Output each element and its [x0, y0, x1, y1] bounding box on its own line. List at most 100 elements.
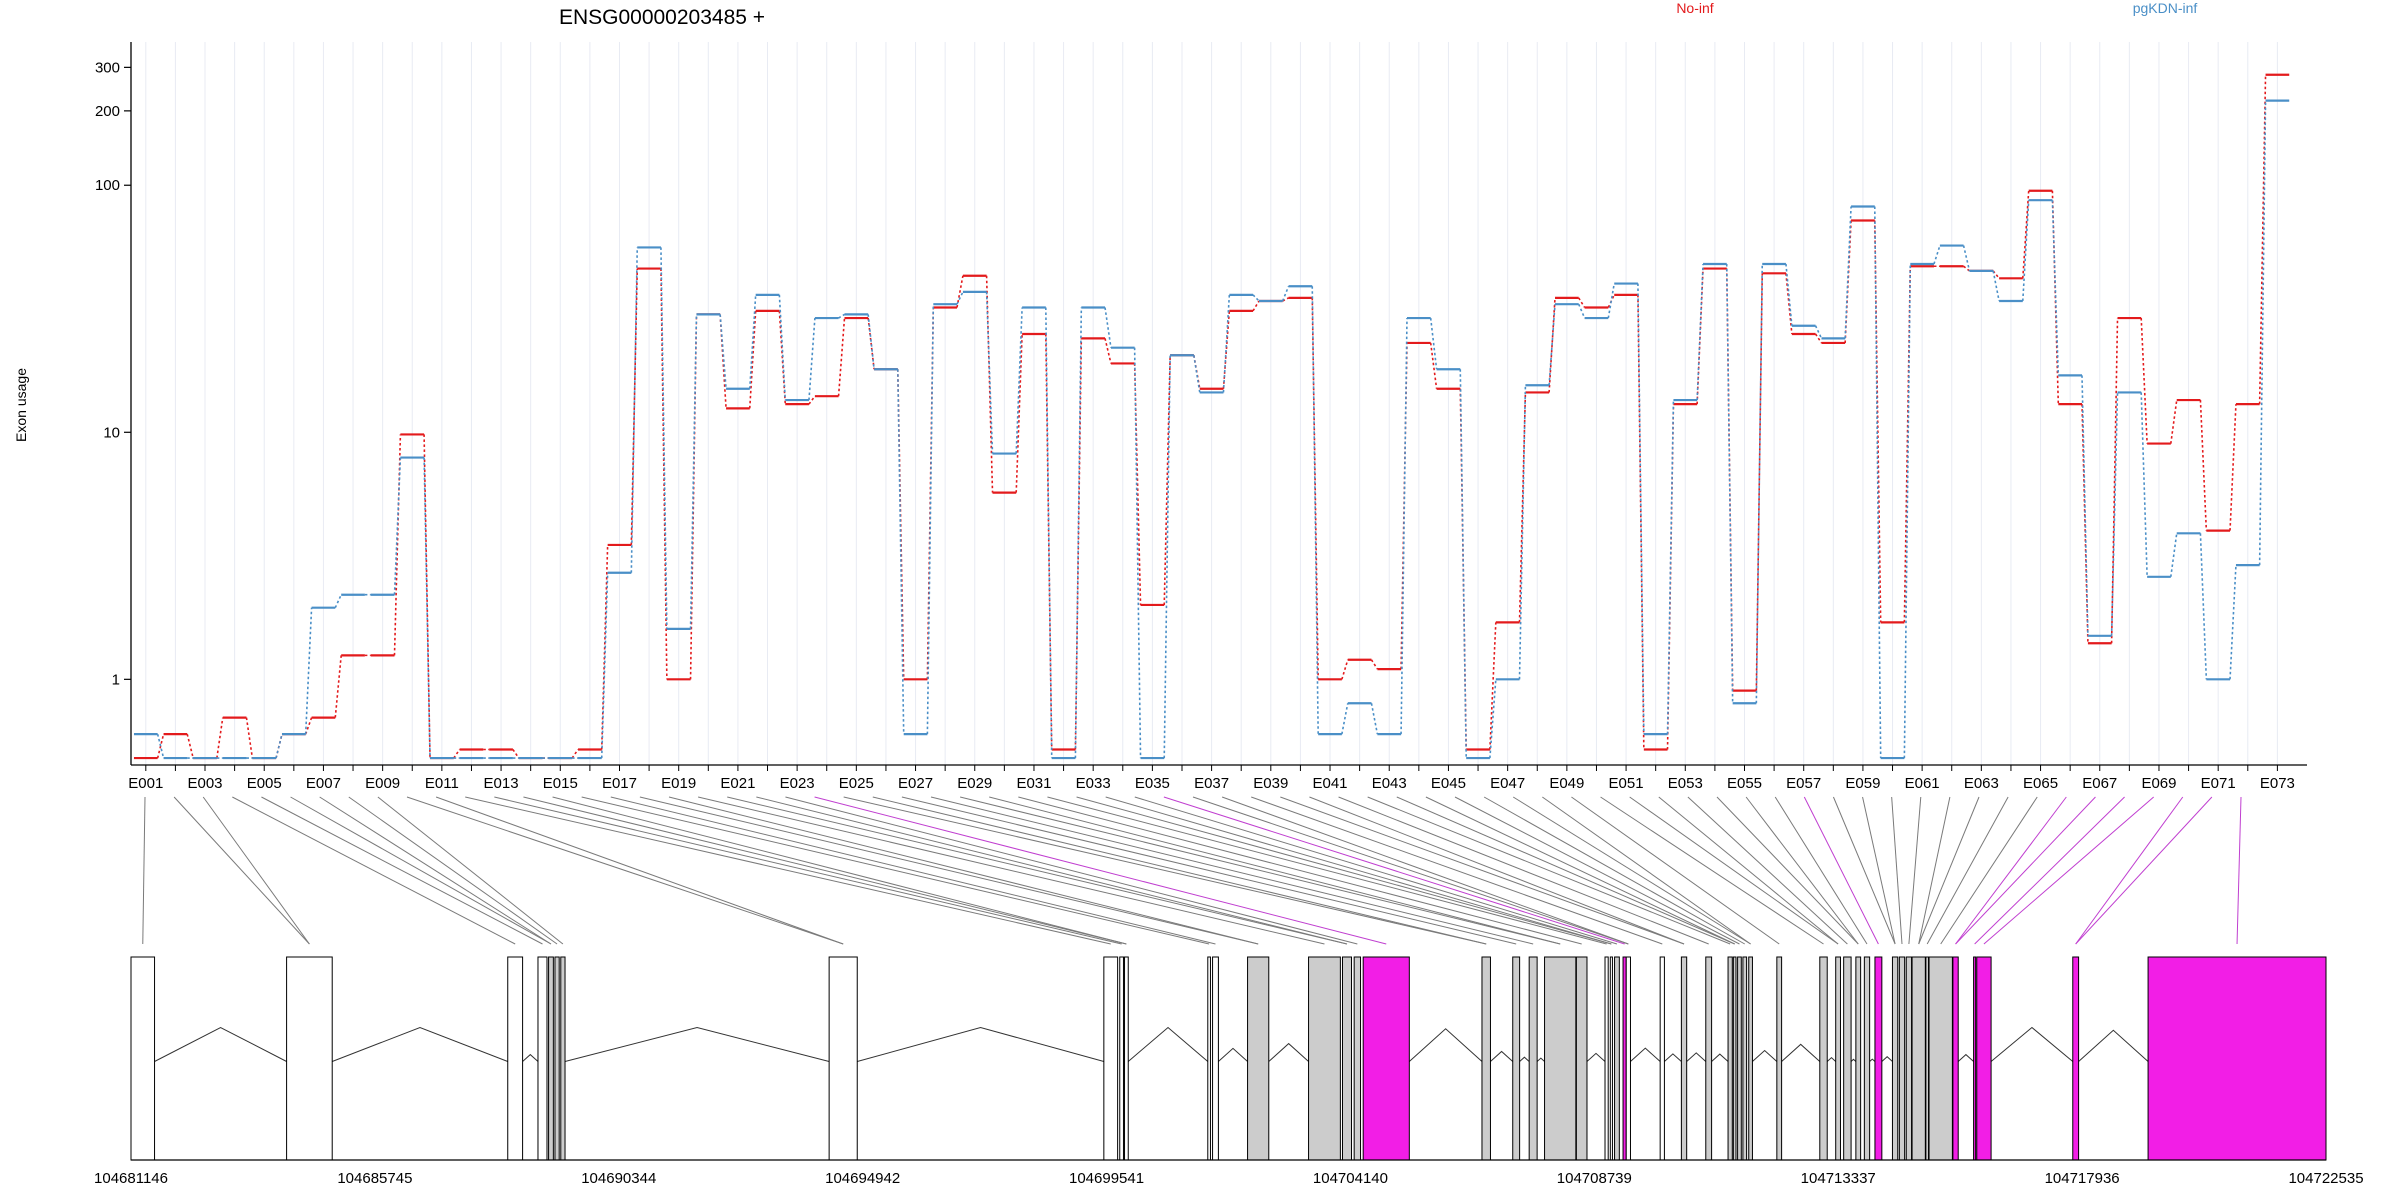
exon-box	[1512, 956, 1521, 1161]
intron-line	[1752, 1049, 1778, 1062]
exon-connector	[959, 796, 1561, 945]
x-tick-label: E045	[1431, 775, 1466, 792]
exon-box	[1362, 956, 1410, 1161]
exon-box	[1614, 956, 1620, 1161]
exon-connector	[610, 796, 1216, 945]
exon-box	[1353, 956, 1362, 1161]
exon-box	[1819, 956, 1828, 1161]
intron-line	[1781, 1043, 1821, 1062]
x-tick-label: E003	[187, 775, 222, 792]
exon-connector	[319, 796, 552, 945]
exon-box	[1732, 956, 1737, 1161]
intron-line	[1711, 1053, 1729, 1062]
exon-box	[1625, 956, 1631, 1161]
exon-box	[1609, 956, 1613, 1161]
x-tick-label: E061	[1905, 775, 1940, 792]
intron-line	[857, 1026, 1104, 1062]
x-tick-label: E025	[839, 775, 874, 792]
exon-connector	[1891, 796, 1903, 945]
genome-tick-label: 104708739	[1557, 1170, 1632, 1187]
exon-box	[1705, 956, 1713, 1161]
exon-connector	[1658, 796, 1839, 945]
exon-connector	[348, 796, 558, 945]
exon-box	[554, 956, 560, 1161]
x-tick-label: E071	[2201, 775, 2236, 792]
exon-connector	[406, 796, 844, 945]
exon-box	[1928, 956, 1953, 1161]
exon-connector	[1018, 796, 1582, 945]
intron-line	[1664, 1053, 1682, 1062]
intron-line	[1586, 1052, 1606, 1062]
intron-line	[1408, 1028, 1483, 1062]
genome-coordinate-axis: 104681146 104685745 104690344 104694942 1046…	[94, 1159, 2364, 1187]
genome-tick-label: 104717936	[2045, 1170, 2120, 1187]
exon-box	[1843, 956, 1852, 1161]
exon-connector	[1221, 796, 1629, 945]
exon-box	[1776, 956, 1783, 1161]
exon-connector	[377, 796, 564, 945]
genome-tick-label: 104681146	[94, 1170, 168, 1187]
exon-box	[1481, 956, 1491, 1161]
exon-box	[286, 956, 333, 1161]
exon-connector	[202, 796, 310, 945]
exon-connector	[1512, 796, 1751, 945]
exon-connector	[1918, 796, 1951, 945]
x-tick-label: E015	[543, 775, 578, 792]
exon-box	[1911, 956, 1926, 1161]
x-tick-label: E001	[128, 775, 163, 792]
exon-connector	[930, 796, 1534, 945]
exon-connector	[261, 796, 543, 945]
exon-box	[2147, 956, 2327, 1161]
x-tick-label: E039	[1253, 775, 1288, 792]
exon-box	[548, 956, 554, 1161]
exon-connector	[1367, 796, 1731, 945]
genome-tick-label: 104699541	[1069, 1170, 1144, 1187]
exon-connector	[1803, 796, 1879, 945]
x-tick-label: E009	[365, 775, 400, 792]
exon-connector	[1163, 796, 1625, 945]
exon-box	[1855, 956, 1862, 1161]
exon-box	[1119, 956, 1124, 1161]
intron-line	[1990, 1026, 2074, 1062]
x-tick-label: E017	[602, 775, 637, 792]
x-tick-label: E067	[2082, 775, 2117, 792]
intron-line	[1490, 1050, 1514, 1062]
exon-connector	[639, 796, 1259, 945]
exon-connector	[1600, 796, 1824, 945]
legend-entry-pgkdn-inf: pgKDN-inf	[2133, 0, 2198, 16]
x-tick-label: E063	[1964, 775, 1999, 792]
x-tick-label: E069	[2141, 775, 2176, 792]
exon-connector	[1134, 796, 1618, 945]
exon-box	[1341, 956, 1353, 1161]
intron-line	[1127, 1026, 1209, 1062]
exon-box	[1891, 956, 1899, 1161]
exon-connector	[435, 796, 844, 945]
exon-connector	[1745, 796, 1859, 945]
exon-box	[1973, 956, 1977, 1161]
exon-connector	[2236, 796, 2242, 945]
x-tick-label: E031	[1016, 775, 1051, 792]
x-tick-label: E037	[1194, 775, 1229, 792]
genome-tick-label: 104685745	[337, 1170, 412, 1187]
exon-connector	[1571, 796, 1780, 945]
x-tick-label: E051	[1609, 775, 1644, 792]
exon-connector	[1955, 796, 2067, 945]
exon-connector	[1076, 796, 1612, 945]
x-tick-label: E011	[425, 775, 459, 792]
y-tick-label: 10	[103, 424, 120, 441]
exon-connector	[552, 796, 1127, 945]
intron-line	[522, 1053, 539, 1062]
intron-line	[1826, 1057, 1837, 1062]
exon-box	[2072, 956, 2080, 1161]
intron-line	[1536, 1057, 1545, 1062]
exon-box	[1748, 956, 1753, 1161]
y-tick-label: 1	[112, 671, 120, 688]
exon-box	[1898, 956, 1906, 1161]
exon-connector	[1926, 796, 2009, 945]
exon-connector	[1338, 796, 1709, 945]
exon-connector	[290, 796, 552, 945]
genome-tick-label: 104722535	[2288, 1170, 2363, 1187]
y-axis-label: Exon usage	[13, 368, 29, 442]
exon-connector	[465, 796, 1111, 945]
exon-box	[828, 956, 858, 1161]
